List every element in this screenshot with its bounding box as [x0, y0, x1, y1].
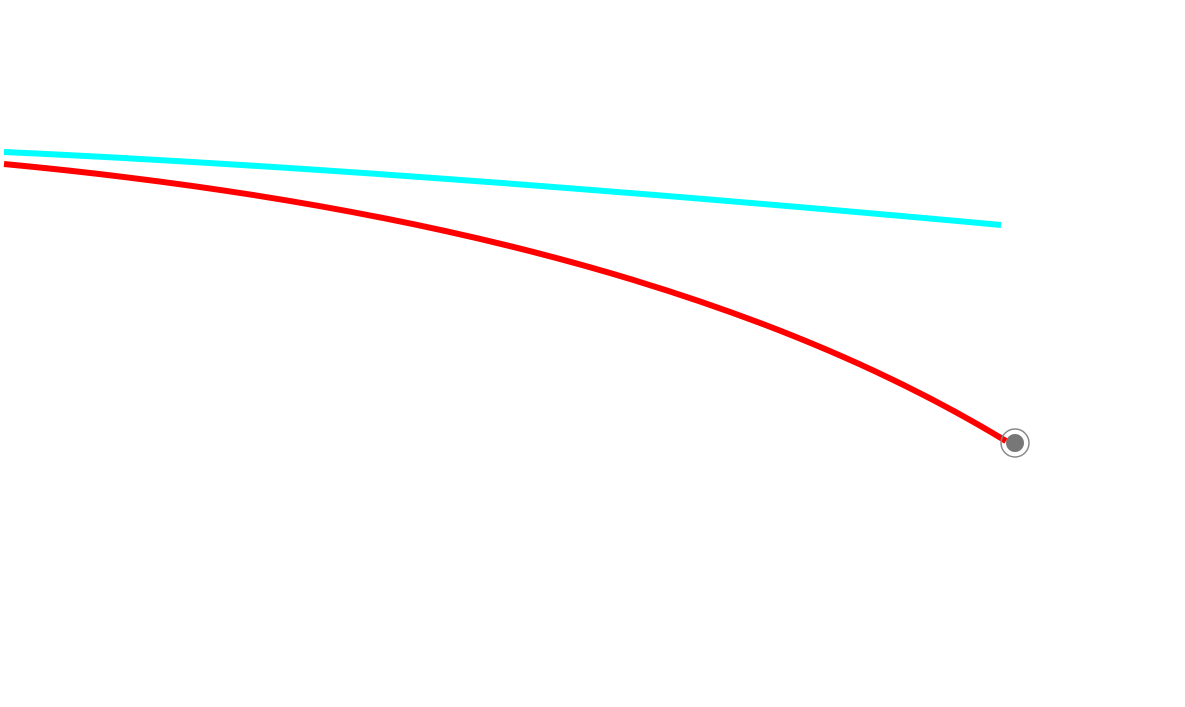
cyan-path[interactable] [3, 149, 1002, 228]
marker-dot [1006, 434, 1024, 452]
location-marker-icon[interactable] [1000, 428, 1030, 458]
red-path[interactable] [3, 161, 1008, 444]
marker-ring [1000, 428, 1030, 458]
